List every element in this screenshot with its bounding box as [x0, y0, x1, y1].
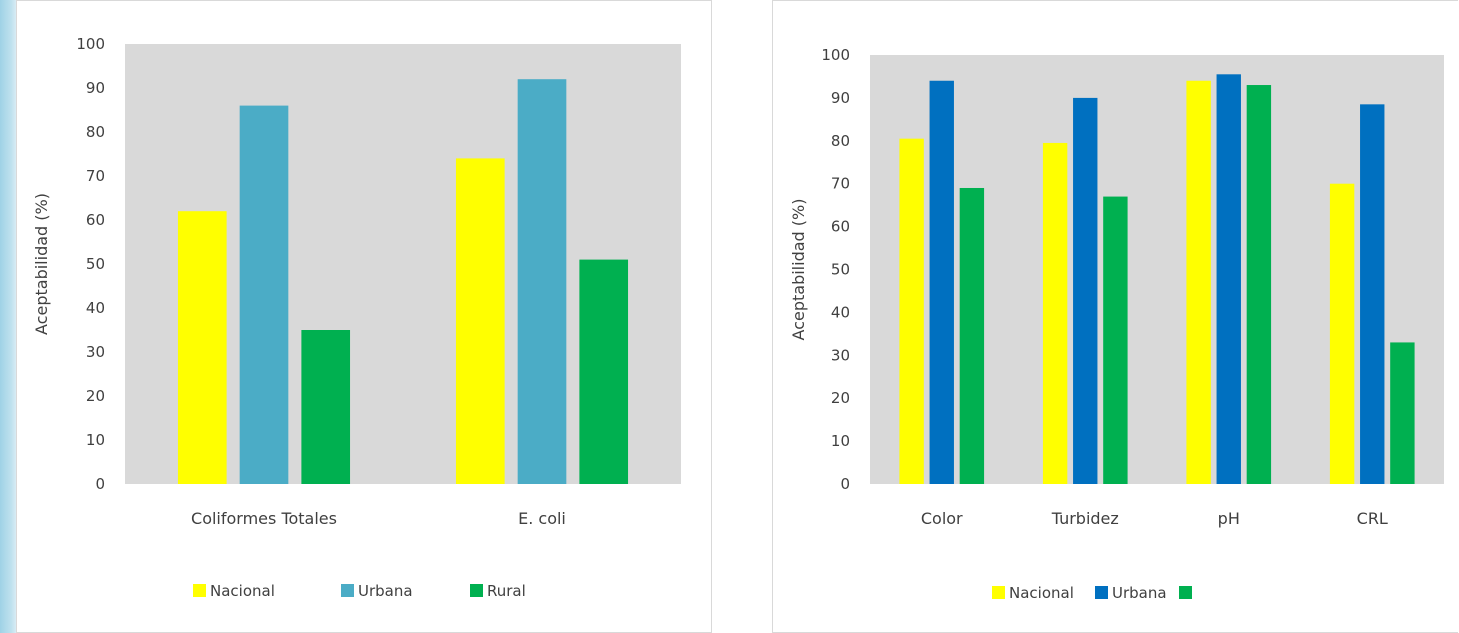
y-tick-label: 30: [86, 343, 105, 361]
legend-swatch-nacional: [193, 584, 206, 597]
y-tick-label: 30: [831, 346, 850, 364]
bar-coliformes-totales-nacional: [177, 211, 227, 484]
bar-crl-series-3: [1390, 342, 1415, 484]
legend-label: Urbana: [358, 582, 413, 600]
bar-chart-physicochemical: 0 10 20 30 40 50 60 70 80 90 100 Aceptabilidad (%) C…: [789, 46, 1444, 602]
y-tick-label: 50: [86, 255, 105, 273]
chart-panel-microbiological: 0 10 20 30 40 50 60 70 80 90 100 Aceptabilidad (%) C…: [16, 0, 712, 633]
legend-label: Nacional: [210, 582, 275, 600]
y-axis-label: Aceptabilidad (%): [32, 193, 51, 335]
bar-e-coli-urbana: [517, 79, 567, 484]
bar-ph-nacional: [1186, 80, 1211, 485]
y-tick-label: 20: [86, 387, 105, 405]
y-tick-label: 0: [840, 475, 850, 493]
x-tick-label: Coliformes Totales: [191, 509, 337, 528]
y-tick-label: 100: [76, 35, 105, 53]
chart-panel-physicochemical: 0 10 20 30 40 50 60 70 80 90 100 Aceptabilidad (%) C…: [772, 0, 1458, 633]
bar-color-nacional: [899, 138, 924, 484]
decorative-left-strip: [0, 0, 16, 633]
x-tick-label: pH: [1218, 509, 1240, 528]
x-tick-label: Turbidez: [1051, 509, 1119, 528]
legend-swatch-urbana: [341, 584, 354, 597]
y-tick-label: 70: [831, 175, 850, 193]
y-tick-label: 10: [86, 431, 105, 449]
y-tick-label: 40: [831, 303, 850, 321]
bar-ph-urbana: [1216, 74, 1241, 485]
y-tick-label: 50: [831, 261, 850, 279]
bar-coliformes-totales-urbana: [239, 105, 289, 484]
bar-chart-microbiological: 0 10 20 30 40 50 60 70 80 90 100 Aceptabilidad (%) C…: [32, 35, 681, 600]
x-tick-label: CRL: [1357, 509, 1388, 528]
legend-swatch-urbana: [1095, 586, 1108, 599]
y-tick-label: 60: [86, 211, 105, 229]
y-axis-label: Aceptabilidad (%): [789, 199, 808, 341]
legend-swatch-series-3: [1179, 586, 1192, 599]
bar-color-series-3: [959, 187, 985, 485]
bar-coliformes-totales-rural: [301, 330, 351, 484]
legend-label: Rural: [487, 582, 526, 600]
y-tick-label: 20: [831, 389, 850, 407]
y-tick-label: 90: [831, 89, 850, 107]
y-tick-label: 40: [86, 299, 105, 317]
y-tick-label: 60: [831, 218, 850, 236]
legend-label: Nacional: [1009, 584, 1074, 602]
y-tick-label: 10: [831, 432, 850, 450]
bar-turbidez-urbana: [1073, 97, 1098, 485]
legend-swatch-rural: [470, 584, 483, 597]
bar-ph-series-3: [1246, 85, 1272, 484]
x-tick-label: Color: [921, 509, 963, 528]
y-tick-label: 90: [86, 79, 105, 97]
plot-area: [870, 55, 1444, 484]
legend-swatch-nacional: [992, 586, 1005, 599]
y-tick-label: 0: [95, 475, 105, 493]
bar-e-coli-nacional: [455, 158, 505, 484]
legend-label: Urbana: [1112, 584, 1167, 602]
bar-crl-urbana: [1360, 104, 1385, 485]
y-tick-label: 80: [831, 132, 850, 150]
x-tick-label: E. coli: [518, 509, 566, 528]
bar-color-urbana: [929, 80, 954, 485]
y-tick-label: 70: [86, 167, 105, 185]
bar-turbidez-series-3: [1103, 196, 1128, 484]
y-tick-label: 100: [821, 46, 850, 64]
bar-e-coli-rural: [579, 259, 629, 484]
bar-crl-nacional: [1329, 183, 1355, 484]
bar-turbidez-nacional: [1042, 142, 1068, 484]
y-tick-label: 80: [86, 123, 105, 141]
